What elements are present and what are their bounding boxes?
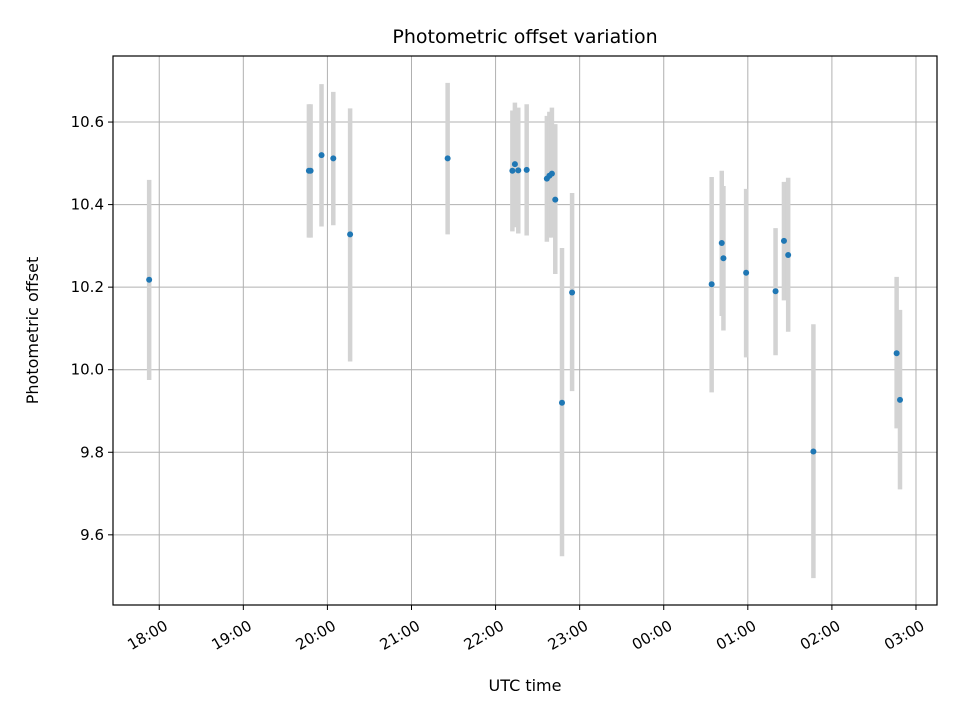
data-point bbox=[552, 196, 559, 203]
data-point bbox=[720, 255, 727, 262]
data-point bbox=[708, 281, 715, 288]
y-tick-label: 10.0 bbox=[71, 361, 104, 379]
y-axis-title: Photometric offset bbox=[23, 257, 42, 405]
data-point bbox=[569, 289, 576, 296]
data-point bbox=[810, 448, 817, 455]
data-point bbox=[718, 239, 725, 246]
data-point bbox=[785, 251, 792, 258]
data-point bbox=[743, 269, 750, 276]
data-point bbox=[318, 152, 325, 159]
data-point bbox=[523, 166, 530, 173]
x-axis-title: UTC time bbox=[489, 676, 562, 695]
data-point bbox=[897, 396, 904, 403]
data-point bbox=[772, 288, 779, 295]
data-point bbox=[509, 167, 516, 174]
data-point bbox=[780, 237, 787, 244]
data-point bbox=[444, 155, 451, 162]
y-tick-label: 10.2 bbox=[71, 278, 104, 296]
grid-layer bbox=[113, 56, 937, 605]
marker-layer bbox=[146, 152, 904, 455]
y-tick-label: 10.4 bbox=[71, 196, 104, 214]
data-point bbox=[146, 276, 153, 283]
data-point bbox=[558, 399, 565, 406]
y-tick-label: 9.8 bbox=[80, 443, 104, 461]
y-tick-label: 10.6 bbox=[71, 113, 104, 131]
data-point bbox=[893, 350, 900, 357]
plot-frame bbox=[112, 55, 938, 606]
data-point bbox=[511, 161, 518, 168]
data-point bbox=[548, 170, 555, 177]
data-point bbox=[307, 167, 314, 174]
data-point bbox=[347, 231, 354, 238]
data-point bbox=[330, 155, 337, 162]
y-tick-label: 9.6 bbox=[80, 526, 104, 544]
data-point bbox=[515, 167, 522, 174]
chart-title: Photometric offset variation bbox=[392, 26, 657, 48]
